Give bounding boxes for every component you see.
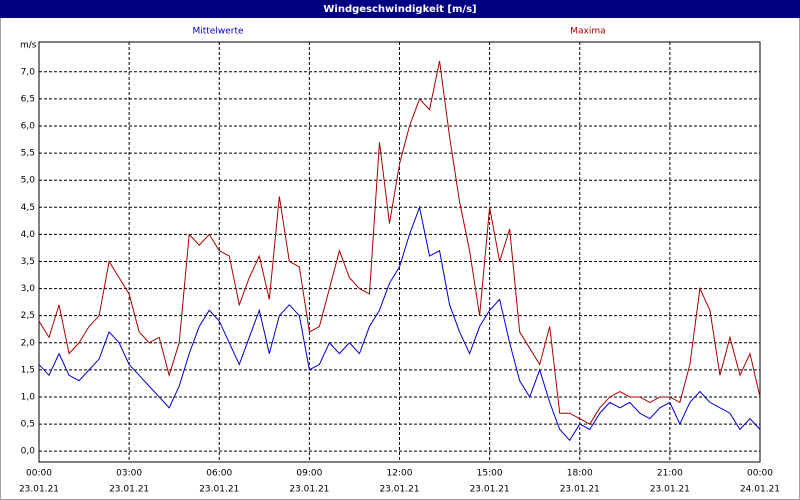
y-tick-label: 0,0 xyxy=(21,447,36,457)
y-axis-label: m/s xyxy=(20,41,37,51)
x-tick-label: 18:00 xyxy=(567,469,593,479)
chart-title: Windgeschwindigkeit [m/s] xyxy=(323,4,476,15)
y-tick-label: 5,5 xyxy=(21,149,35,159)
data-line xyxy=(38,205,761,442)
x-tick-date: 23.01.21 xyxy=(650,485,690,495)
y-tick-label: 2,0 xyxy=(21,338,36,348)
y-tick-label: 6,0 xyxy=(21,122,36,132)
x-tick-date: 23.01.21 xyxy=(19,485,59,495)
x-tick-date: 23.01.21 xyxy=(560,485,600,495)
y-tick-label: 4,0 xyxy=(21,230,36,240)
y-tick-label: 3,0 xyxy=(21,284,36,294)
x-tick-date: 23.01.21 xyxy=(470,485,510,495)
x-tick-label: 03:00 xyxy=(116,469,142,479)
y-tick-label: 1,5 xyxy=(21,365,35,375)
x-tick-date: 23.01.21 xyxy=(379,485,419,495)
x-tick-label: 15:00 xyxy=(477,469,503,479)
x-tick-label: 06:00 xyxy=(206,469,232,479)
x-tick-label: 00:00 xyxy=(747,469,773,479)
x-tick-date: 23.01.21 xyxy=(289,485,329,495)
legend-entry: Maxima xyxy=(570,27,605,37)
x-tick-date: 24.01.21 xyxy=(740,485,780,495)
y-tick-label: 5,0 xyxy=(21,176,36,186)
y-tick-label: 0,5 xyxy=(21,420,35,430)
y-tick-label: 3,5 xyxy=(21,257,35,267)
y-tick-label: 4,5 xyxy=(21,203,35,213)
x-tick-label: 12:00 xyxy=(387,469,413,479)
y-tick-label: 6,5 xyxy=(21,94,35,104)
legend-entry: Mittelwerte xyxy=(192,27,243,37)
x-tick-date: 23.01.21 xyxy=(109,485,149,495)
y-tick-label: 7,0 xyxy=(21,67,36,77)
x-tick-label: 21:00 xyxy=(657,469,683,479)
x-tick-label: 09:00 xyxy=(296,469,322,479)
y-tick-label: 2,5 xyxy=(21,311,35,321)
title-bar xyxy=(0,0,800,18)
x-tick-label: 00:00 xyxy=(26,469,52,479)
data-line xyxy=(38,60,761,425)
x-tick-date: 23.01.21 xyxy=(199,485,239,495)
y-tick-label: 1,0 xyxy=(21,392,36,402)
